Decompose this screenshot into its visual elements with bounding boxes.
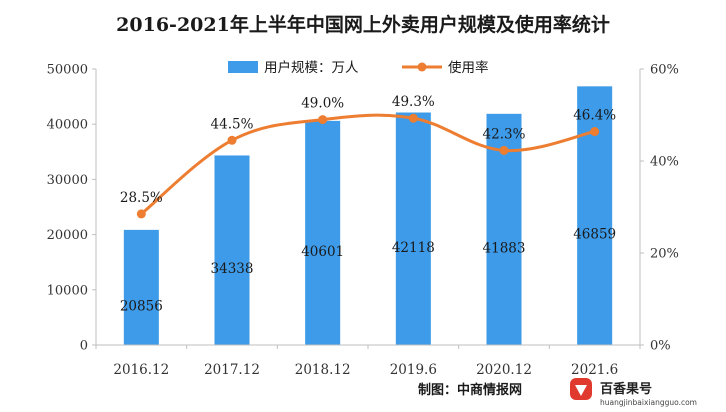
bar-value-label: 42118	[392, 240, 435, 256]
y-right-tick-label: 0%	[650, 339, 671, 354]
legend-bar-label: 用户规模：万人	[264, 59, 359, 76]
y-left-tick-label: 40000	[47, 118, 88, 133]
x-tick-label: 2016.12	[113, 362, 169, 378]
x-tick-label: 2020.12	[476, 362, 532, 378]
rate-point	[590, 127, 600, 137]
rate-point	[136, 209, 146, 219]
y-left-tick-label: 0	[80, 339, 88, 354]
y-left-tick-label: 50000	[47, 63, 88, 78]
bar	[123, 229, 159, 345]
watermark-background	[562, 374, 722, 408]
rate-line-series: 28.5% 44.5% 49.0% 49.3% 42.3% 46.4%	[120, 94, 616, 219]
bar	[214, 155, 250, 345]
y-axis-right: 0% 20% 40% 60%	[639, 63, 679, 354]
y-right-tick-label: 20%	[650, 247, 679, 262]
watermark-badge: 百香果号 huangjinbaixiangguo.com	[562, 374, 722, 408]
y-left-tick-label: 10000	[47, 283, 88, 298]
chart-title: 2016-2021年上半年中国网上外卖用户规模及使用率统计	[116, 13, 610, 36]
y-left-tick-label: 30000	[47, 173, 88, 188]
watermark-logo-icon	[570, 378, 592, 400]
rate-value-label: 46.4%	[573, 108, 616, 124]
bar-value-label: 41883	[483, 240, 526, 256]
legend: 用户规模：万人 使用率	[228, 59, 489, 76]
bar-value-label: 40601	[301, 244, 344, 260]
rate-value-label: 49.0%	[301, 96, 344, 112]
bar-value-label: 46859	[573, 227, 616, 243]
y-left-tick-label: 20000	[47, 228, 88, 243]
legend-bar-swatch	[228, 61, 258, 73]
watermark-brand: 百香果号	[600, 381, 652, 397]
x-tick-label: 2019.6	[390, 362, 437, 378]
y-right-tick-label: 40%	[650, 155, 679, 170]
bar-value-label: 34338	[211, 261, 254, 277]
bar-series: 20856 34338 40601 42118 41883 46859	[120, 86, 616, 345]
rate-line-path	[140, 113, 595, 216]
chart-credit: 制图：中商情报网	[418, 382, 522, 398]
rate-value-label: 49.3%	[392, 94, 435, 110]
bar	[577, 86, 613, 345]
rate-point	[227, 135, 237, 145]
y-axis-left: 0 10000 20000 30000 40000 50000	[47, 63, 97, 354]
rate-point	[318, 115, 328, 125]
rate-value-label: 42.3%	[483, 126, 526, 142]
legend-line-marker	[417, 62, 427, 72]
y-right-tick-label: 60%	[650, 63, 679, 78]
bar	[305, 120, 341, 345]
x-axis: 2016.12 2017.12 2018.12 2019.6 2020.12 2021.6	[95, 344, 641, 378]
rate-value-label: 44.5%	[211, 116, 254, 132]
rate-point	[408, 113, 418, 123]
legend-line-label: 使用率	[448, 59, 489, 76]
rate-value-label: 28.5%	[120, 190, 163, 206]
x-tick-label: 2018.12	[295, 362, 351, 378]
watermark-site: huangjinbaixiangguo.com	[600, 398, 697, 407]
bar	[395, 112, 431, 345]
bar-value-label: 20856	[120, 298, 163, 314]
x-tick-label: 2017.12	[204, 362, 260, 378]
rate-point	[499, 145, 509, 155]
